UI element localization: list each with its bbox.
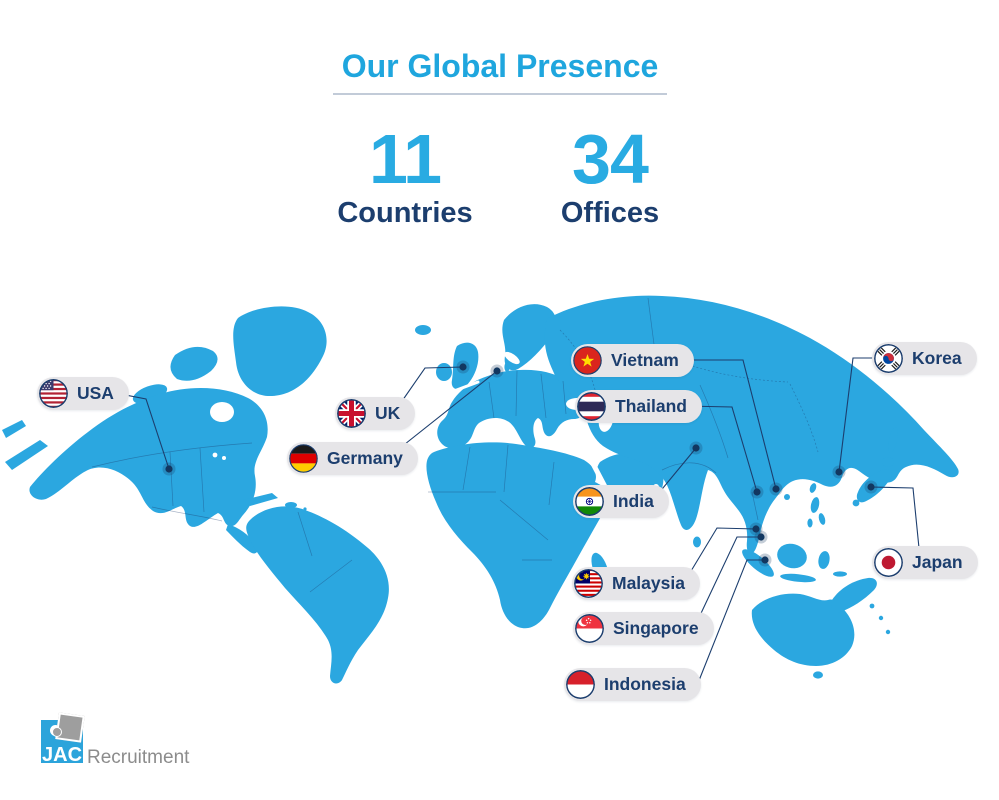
country-label-germany: Germany xyxy=(287,442,418,475)
countries-count: 11 xyxy=(369,120,442,198)
offices-label: Offices xyxy=(560,197,660,229)
country-label-text: Japan xyxy=(912,552,963,572)
uk-flag-icon xyxy=(337,399,366,428)
usa-flag-icon xyxy=(39,379,68,408)
country-label-malaysia: Malaysia xyxy=(572,567,700,600)
country-label-text: Thailand xyxy=(615,396,687,416)
stat-countries: 11 Countries xyxy=(337,124,472,230)
country-label-text: USA xyxy=(77,383,114,403)
office-dots xyxy=(162,360,878,567)
page-title: Our Global Presence xyxy=(341,48,659,84)
germany-flag-icon xyxy=(289,444,318,473)
countries-label: Countries xyxy=(337,197,473,229)
country-label-indonesia: Indonesia xyxy=(564,668,701,701)
country-label-vietnam: Vietnam xyxy=(571,344,694,377)
stat-offices: 34 Offices xyxy=(561,124,659,230)
country-label-text: Korea xyxy=(912,348,962,368)
title-divider xyxy=(333,93,667,95)
country-label-singapore: Singapore xyxy=(573,612,714,645)
country-label-text: Germany xyxy=(327,448,403,468)
country-label-text: India xyxy=(613,491,654,511)
connector-lines xyxy=(109,357,920,684)
country-label-japan: Japan xyxy=(872,546,978,579)
logo-name: Recruitment xyxy=(87,747,190,768)
logo-puzzle-knob xyxy=(52,727,62,737)
country-label-india: India xyxy=(573,485,669,518)
country-label-korea: Korea xyxy=(872,342,977,375)
country-label-text: Vietnam xyxy=(611,350,679,370)
country-label-thailand: Thailand xyxy=(575,390,702,423)
singapore-flag-icon xyxy=(575,614,604,643)
vietnam-flag-icon xyxy=(573,346,602,375)
country-label-text: Indonesia xyxy=(604,674,686,694)
malaysia-flag-icon xyxy=(574,569,603,598)
offices-count: 34 xyxy=(572,120,649,198)
logo-acronym: JAC xyxy=(42,744,83,766)
country-label-text: UK xyxy=(375,403,401,423)
country-label-usa: USA xyxy=(37,377,129,410)
country-label-uk: UK xyxy=(335,397,416,430)
korea-flag-icon xyxy=(874,344,903,373)
india-flag-icon xyxy=(575,487,604,516)
indonesia-flag-icon xyxy=(566,670,595,699)
country-label-text: Malaysia xyxy=(612,573,685,593)
thailand-flag-icon xyxy=(577,392,606,421)
country-label-text: Singapore xyxy=(613,618,699,638)
japan-flag-icon xyxy=(874,548,903,577)
